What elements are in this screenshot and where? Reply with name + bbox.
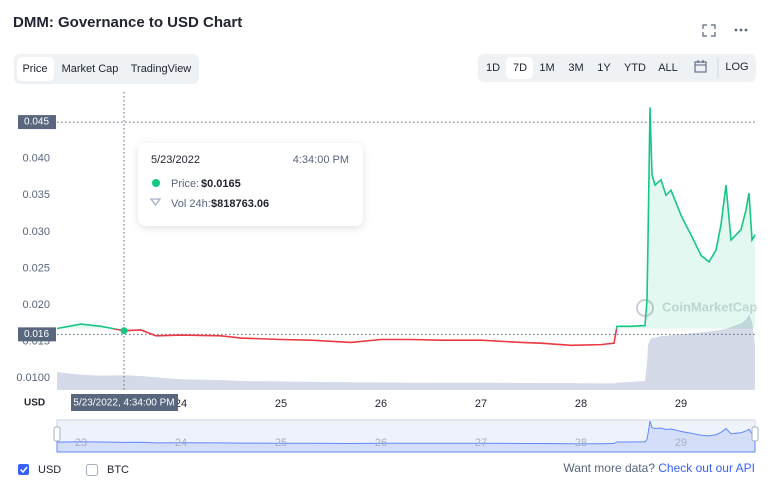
tooltip-vol-label: Vol 24h: xyxy=(171,198,211,210)
tooltip-price: $0.0165 xyxy=(201,178,241,190)
navigator-tick: 27 xyxy=(475,437,487,449)
axis-label: USD xyxy=(24,398,45,409)
navigator-tick: 25 xyxy=(275,437,287,449)
y-tick-label: 0.030 xyxy=(22,226,50,238)
range-button[interactable]: 7D xyxy=(513,62,527,74)
y-tick-label: 0.035 xyxy=(22,189,50,201)
navigator-handle xyxy=(53,426,61,442)
tooltip-dot xyxy=(152,179,160,187)
x-tick-label: 29 xyxy=(675,398,687,410)
fullscreen-icon[interactable] xyxy=(702,24,716,37)
calendar-icon[interactable] xyxy=(694,60,707,73)
tab[interactable]: TradingView xyxy=(131,63,192,75)
x-tick-label: 27 xyxy=(475,398,487,410)
price-area xyxy=(57,107,755,330)
marker-label: 0.045 xyxy=(24,117,49,128)
crosshair-label-bg xyxy=(71,394,178,411)
range-button[interactable]: 3M xyxy=(568,62,583,74)
navigator-tick: 26 xyxy=(375,437,387,449)
option[interactable]: BTC xyxy=(107,464,129,476)
tooltip-vol-icon xyxy=(149,198,162,207)
price-line-down xyxy=(57,329,618,347)
api-link[interactable]: Check out our API xyxy=(658,461,755,475)
tooltip-price-label: Price: xyxy=(171,178,199,190)
range-button[interactable]: 1D xyxy=(486,62,500,74)
volume-area xyxy=(57,314,755,390)
y-tick-label: 0.040 xyxy=(22,153,50,165)
navigator-handle xyxy=(751,426,759,442)
navigator-tick: 29 xyxy=(675,437,687,449)
range-button[interactable]: 1M xyxy=(539,62,554,74)
x-tick-label: 26 xyxy=(375,398,387,410)
y-tick-label: 0.0100 xyxy=(16,372,50,384)
range-active xyxy=(506,57,533,79)
crosshair-label: 5/23/2022, 4:34:00 PM xyxy=(73,398,174,409)
range-button[interactable]: YTD xyxy=(624,62,646,74)
navigator-area xyxy=(56,421,756,453)
title: DMM: Governance to USD Chart xyxy=(13,14,242,31)
tab-group xyxy=(14,54,199,84)
tooltip-time: 4:34:00 PM xyxy=(293,154,349,166)
tooltip-date: 5/23/2022 xyxy=(151,154,200,166)
watermark: CoinMarketCap xyxy=(662,299,757,314)
more-icon[interactable] xyxy=(734,28,748,32)
tooltip xyxy=(138,143,363,226)
marker-label: 0.016 xyxy=(24,329,49,340)
range-group xyxy=(478,54,756,82)
tooltip-vol: $818763.06 xyxy=(211,198,269,210)
check xyxy=(19,466,28,474)
checkbox-checked[interactable] xyxy=(18,464,29,475)
marker-label-bg xyxy=(18,327,56,342)
tab-active xyxy=(17,57,54,81)
y-tick-label: 0.025 xyxy=(22,262,50,274)
tab[interactable]: Price xyxy=(22,63,47,75)
log-button[interactable]: LOG xyxy=(725,61,748,73)
price-line-up xyxy=(56,107,756,330)
prompt: Want more data? xyxy=(563,461,655,475)
range-button[interactable]: ALL xyxy=(658,62,678,74)
y-tick-label: 0.020 xyxy=(22,299,50,311)
checkbox[interactable] xyxy=(86,464,98,476)
range-button[interactable]: 1Y xyxy=(597,62,611,74)
navigator-tick: 28 xyxy=(575,437,587,449)
navigator-tick: 23 xyxy=(75,437,87,449)
x-tick-label: 28 xyxy=(575,398,587,410)
x-tick-label: 25 xyxy=(275,398,287,410)
tab[interactable]: Market Cap xyxy=(62,63,119,75)
option[interactable]: USD xyxy=(38,464,61,476)
hover-point xyxy=(120,327,128,335)
navigator-tick: 24 xyxy=(175,437,187,449)
marker-label-bg xyxy=(18,115,56,130)
